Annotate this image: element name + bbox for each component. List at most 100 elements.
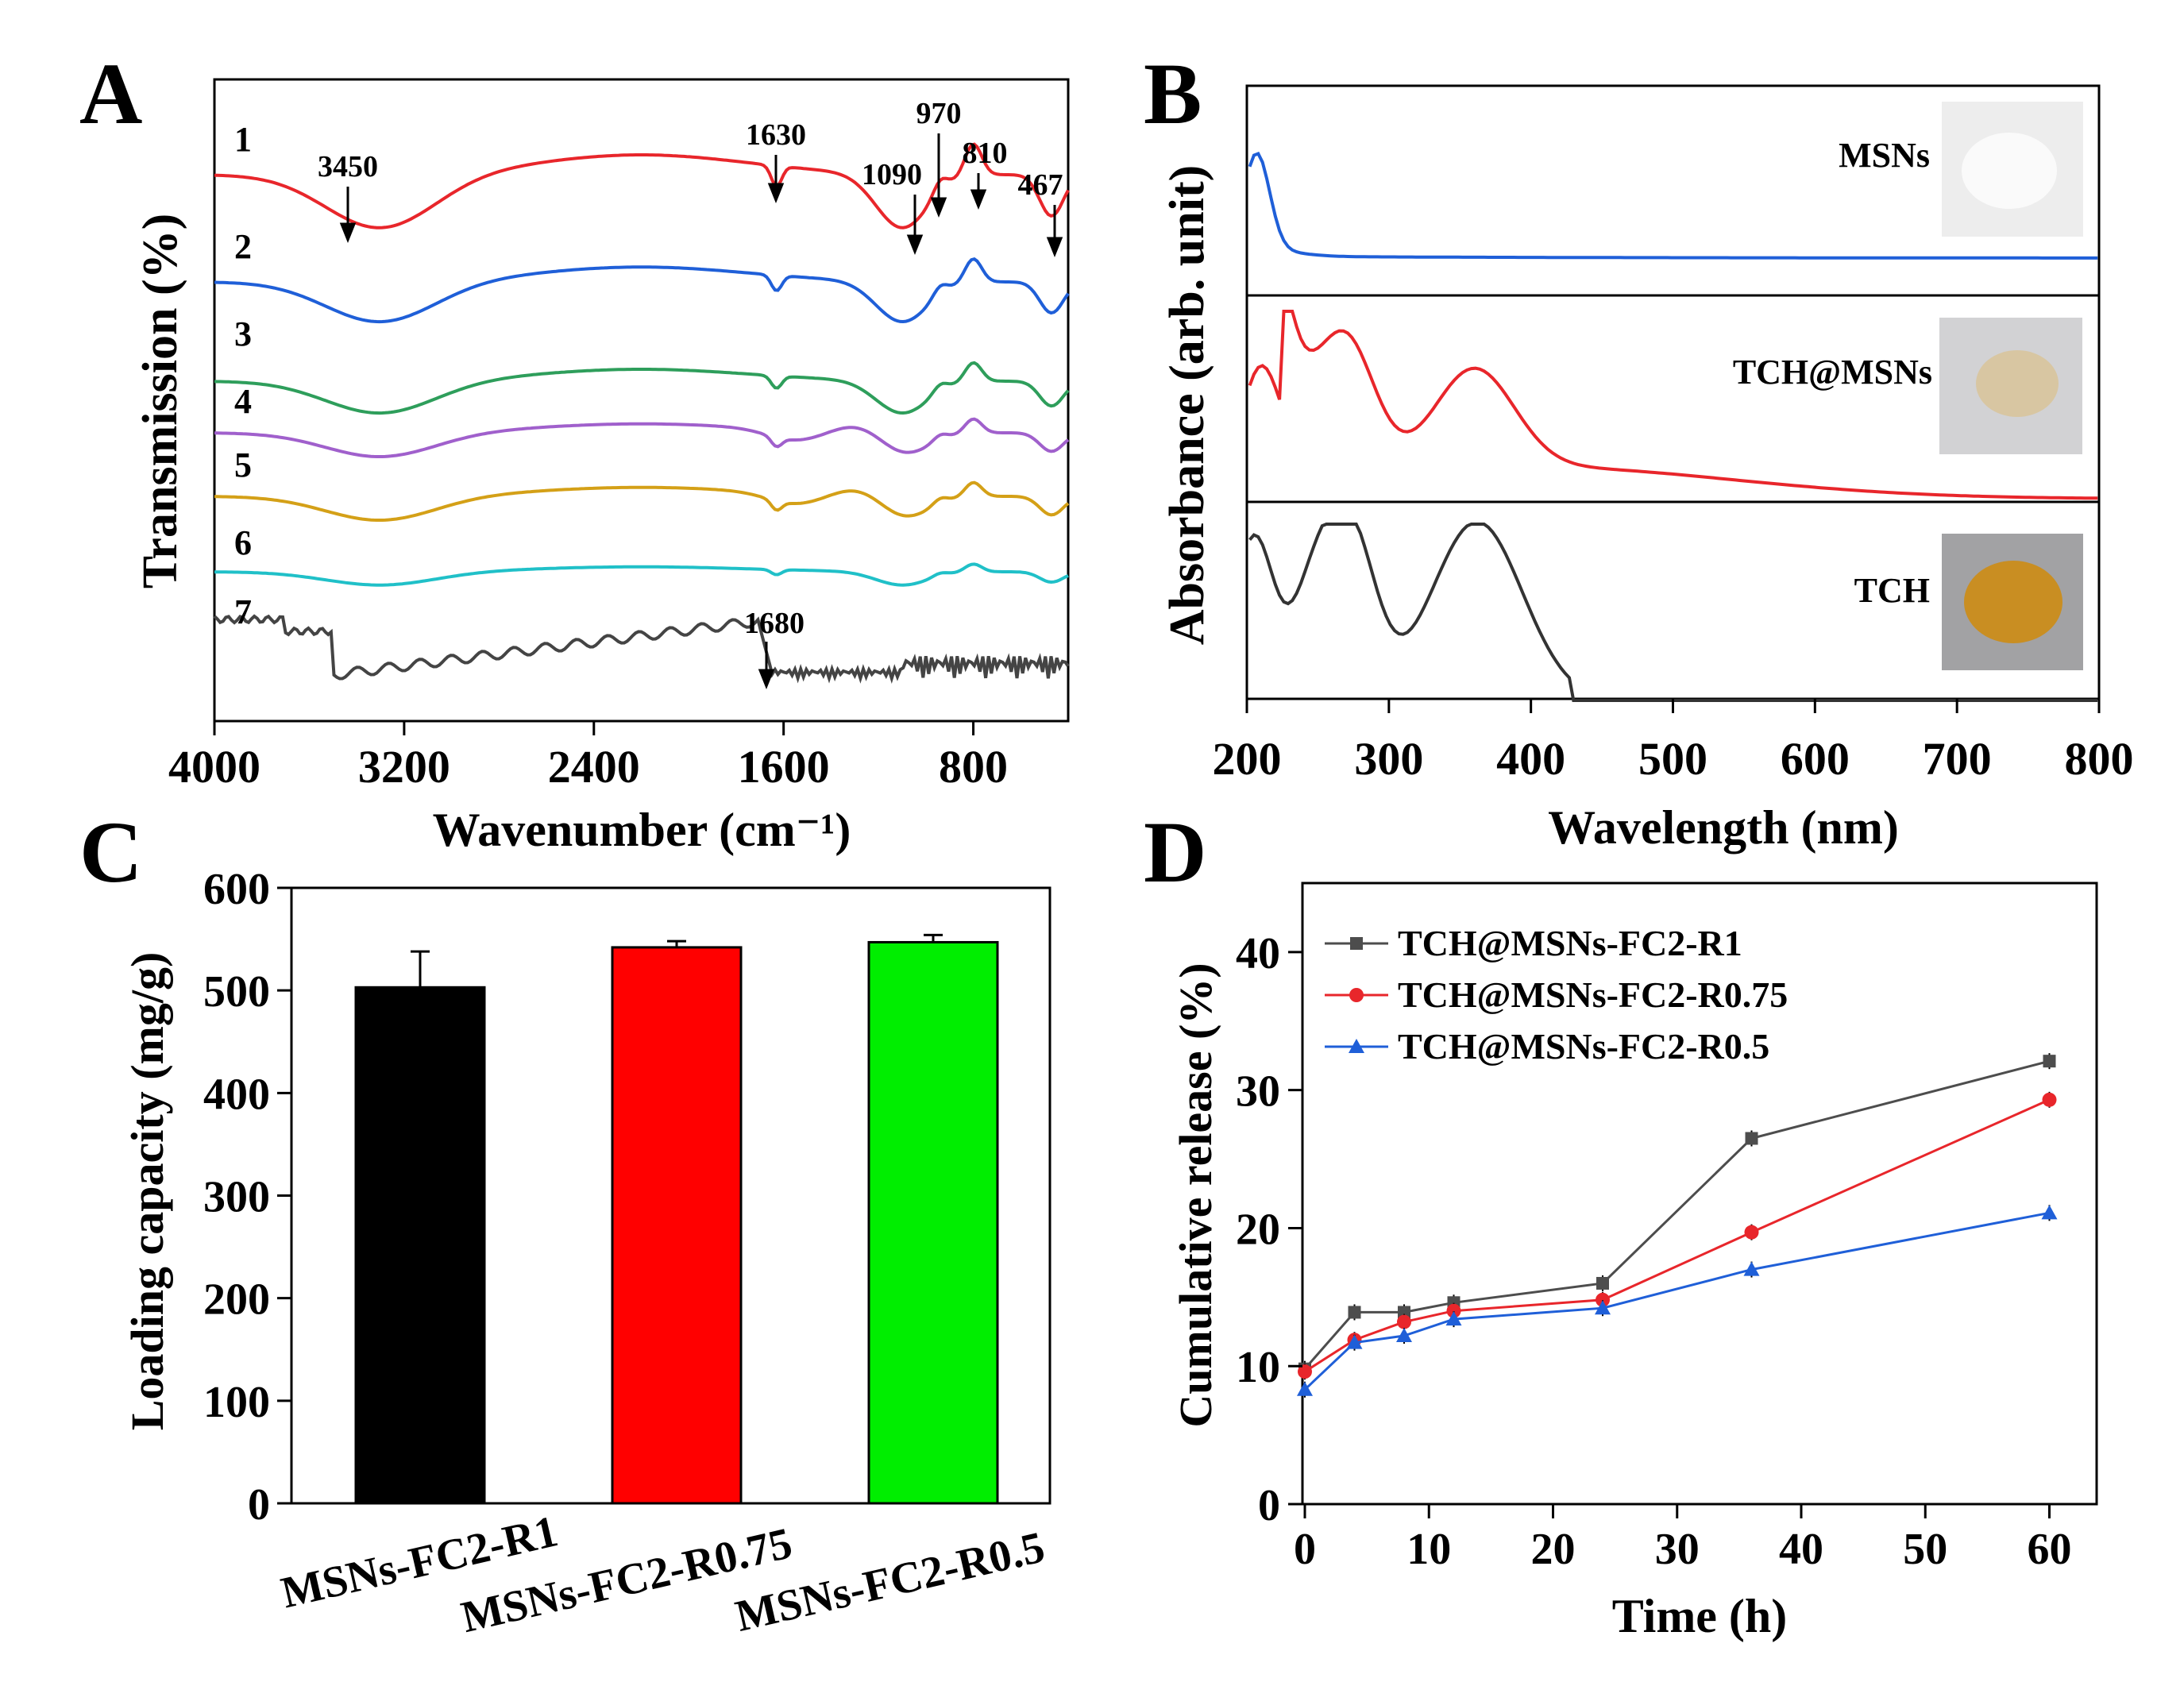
annotation-810: 810 — [963, 137, 1008, 170]
arrowhead-810 — [970, 189, 987, 210]
a-curve-label-6: 6 — [234, 523, 252, 562]
d-x-tick-label: 50 — [1903, 1525, 1947, 1574]
b-x-tick-label: 500 — [1638, 733, 1707, 785]
d-x-tick-label: 20 — [1531, 1525, 1576, 1574]
bar-1 — [611, 946, 743, 1505]
d-point-1-6 — [2042, 1092, 2057, 1107]
d-line-2 — [1303, 1211, 2050, 1391]
d-x-tick-label: 40 — [1779, 1525, 1823, 1574]
b-x-tick-label: 300 — [1354, 733, 1423, 785]
a-curve-label-1: 1 — [234, 120, 252, 159]
b-x-tick-label: 200 — [1213, 733, 1282, 785]
b-x-tick-label: 800 — [2065, 733, 2134, 785]
panel-a-annotations: 3450 1630 1090 970 810 467 1680 — [318, 97, 1063, 690]
panel-b-x-ticks: 200 300 400 500 600 700 800 — [1213, 699, 2134, 785]
d-point-2-6 — [2041, 1205, 2058, 1220]
legend-label-r075: TCH@MSNs-FC2-R0.75 — [1398, 974, 1788, 1015]
d-y-tick-label: 40 — [1236, 929, 1280, 978]
inset-label-tch: TCH — [1854, 571, 1930, 610]
panel-b-y-label: Absorbance (arb. unit) — [1160, 165, 1214, 646]
a-curve-4 — [214, 417, 1070, 458]
arrowhead-1630 — [767, 183, 785, 204]
powder-tch — [1964, 561, 2062, 643]
inset-label-tch-msns: TCH@MSNs — [1733, 353, 1932, 392]
panel-c-y-ticks: 0 100 200 300 400 500 600 — [203, 865, 291, 1530]
panel-d-legend: TCH@MSNs-FC2-R1 TCH@MSNs-FC2-R0.75 TCH@M… — [1325, 923, 1788, 1067]
panel-d-frame — [1301, 882, 2098, 1506]
inset-label-msns: MSNs — [1839, 136, 1930, 175]
panel-label-a: A — [79, 45, 142, 142]
powder-msns — [1962, 133, 2057, 209]
d-x-tick-label: 0 — [1294, 1525, 1316, 1574]
d-point-1-0 — [1298, 1364, 1312, 1379]
panel-d-series — [1297, 1053, 2058, 1398]
d-point-0-4 — [1596, 1276, 1609, 1290]
panel-label-d: D — [1144, 804, 1206, 901]
c-y-tick-label: 0 — [248, 1480, 270, 1530]
d-y-tick-label: 20 — [1236, 1205, 1280, 1254]
a-curve-6 — [214, 562, 1069, 587]
b-x-tick-label: 700 — [1923, 733, 1992, 785]
a-curve-label-3: 3 — [234, 314, 252, 353]
d-point-1-2 — [1397, 1314, 1411, 1329]
a-x-tick-label: 2400 — [548, 741, 640, 793]
panel-d-x-label: Time (h) — [1612, 1590, 1788, 1642]
a-curve-5 — [214, 480, 1070, 522]
panel-c-bars — [354, 933, 999, 1505]
a-curve-7 — [213, 614, 1070, 685]
powder-tch-msns — [1976, 350, 2059, 417]
annotation-467: 467 — [1018, 168, 1063, 202]
panel-a-x-label: Wavenumber (cm⁻¹) — [433, 804, 851, 856]
d-point-1-3 — [1446, 1303, 1461, 1318]
panel-a: 1 2 3 4 5 6 7 4000 3200 2400 1600 800 3450 1630 10… — [133, 78, 1070, 856]
annotation-1090: 1090 — [862, 158, 922, 191]
a-x-tick-label: 800 — [939, 741, 1008, 793]
a-curve-3 — [214, 361, 1070, 415]
d-y-tick-label: 30 — [1236, 1067, 1280, 1117]
d-point-1-5 — [1744, 1225, 1759, 1240]
annotation-1630: 1630 — [746, 118, 806, 152]
d-point-2-3 — [1445, 1311, 1462, 1326]
panel-a-y-label: Transmission (%) — [133, 214, 187, 589]
b-x-tick-label: 400 — [1496, 733, 1565, 785]
b-curve-1 — [1248, 310, 2098, 500]
arrowhead-3450 — [339, 222, 357, 244]
panel-d-y-label: Cumulative release (%) — [1170, 963, 1221, 1427]
a-curve-label-4: 4 — [234, 382, 252, 421]
panel-b: 200 300 400 500 600 700 800 MSNs TCH@MSNs TCH … — [1160, 84, 2134, 854]
b-x-tick-label: 600 — [1781, 733, 1850, 785]
panel-b-x-label: Wavelength (nm) — [1548, 801, 1899, 854]
panel-d-ticks: 0 10 20 30 40 50 60 0 10 20 30 40 — [1236, 929, 2072, 1574]
bar-2 — [867, 940, 999, 1505]
a-curve-2 — [214, 257, 1070, 324]
arrowhead-970 — [930, 197, 947, 218]
c-y-tick-label: 300 — [203, 1173, 270, 1222]
arrowhead-1090 — [906, 234, 924, 256]
d-point-2-4 — [1595, 1300, 1611, 1315]
panel-a-frame — [213, 78, 1070, 723]
panel-c: 0 100 200 300 400 500 600 MSNs-FC2-R1 MSNs-FC2… — [122, 865, 1051, 1642]
d-line-0 — [1303, 1059, 2050, 1370]
d-point-2-5 — [1743, 1261, 1760, 1276]
d-point-0-2 — [1398, 1306, 1410, 1319]
d-point-1-4 — [1596, 1292, 1610, 1307]
c-y-tick-label: 200 — [203, 1275, 270, 1325]
panel-c-y-label: Loading capacity (mg/g) — [122, 952, 173, 1431]
d-y-tick-label: 0 — [1258, 1481, 1280, 1530]
a-curve-label-2: 2 — [234, 227, 252, 266]
panel-a-x-ticks: 4000 3200 2400 1600 800 — [168, 721, 1008, 793]
d-point-2-1 — [1346, 1334, 1363, 1349]
panel-b-insets: MSNs TCH@MSNs TCH — [1733, 102, 2083, 670]
legend-marker-r075 — [1349, 988, 1364, 1002]
d-x-tick-label: 10 — [1406, 1525, 1451, 1574]
panel-label-b: B — [1144, 45, 1202, 142]
legend-marker-r05 — [1349, 1039, 1364, 1053]
a-curve-label-7: 7 — [234, 592, 252, 631]
legend-label-r1: TCH@MSNs-FC2-R1 — [1398, 923, 1742, 963]
d-point-0-1 — [1348, 1306, 1361, 1319]
d-point-2-2 — [1396, 1327, 1412, 1342]
arrowhead-1680 — [758, 669, 775, 690]
panel-c-x-tick-labels: MSNs-FC2-R1 MSNs-FC2-R0.75 MSNs-FC2-R0.5 — [276, 1506, 1048, 1642]
d-x-tick-label: 30 — [1655, 1525, 1700, 1574]
